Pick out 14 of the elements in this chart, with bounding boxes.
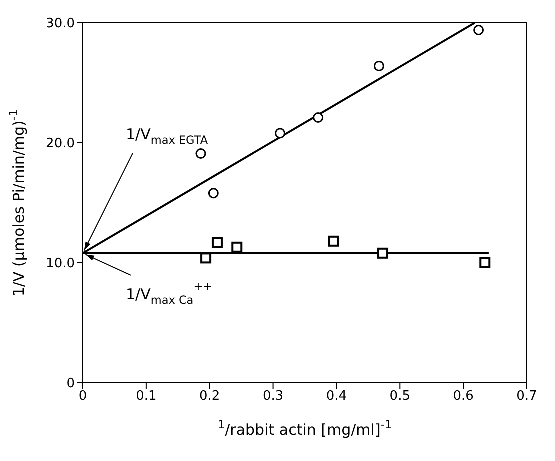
x-tick-label: 0.3 <box>262 389 284 404</box>
y-tick-label: 10.0 <box>46 256 75 272</box>
x-tick-label: 0.6 <box>453 389 474 404</box>
y-tick-label: 0 <box>66 376 75 392</box>
x-axis-title: $^{1}$/rabbit actin [mg/ml]$^{-1}$ <box>218 418 392 439</box>
x-tick-label: 0.5 <box>390 389 410 404</box>
x-tick-label: 0.7 <box>516 389 538 404</box>
annotation: 1/V$_{max EGTA}$ <box>126 125 208 147</box>
y-tick-label: 30.0 <box>46 16 75 32</box>
y-tick-label: 20.0 <box>46 136 75 152</box>
x-tick-label: 0.1 <box>136 389 157 404</box>
x-tick-label: 0.4 <box>326 389 348 404</box>
x-tick-label: 0.2 <box>200 389 220 404</box>
x-tick-label: 0 <box>78 389 88 404</box>
